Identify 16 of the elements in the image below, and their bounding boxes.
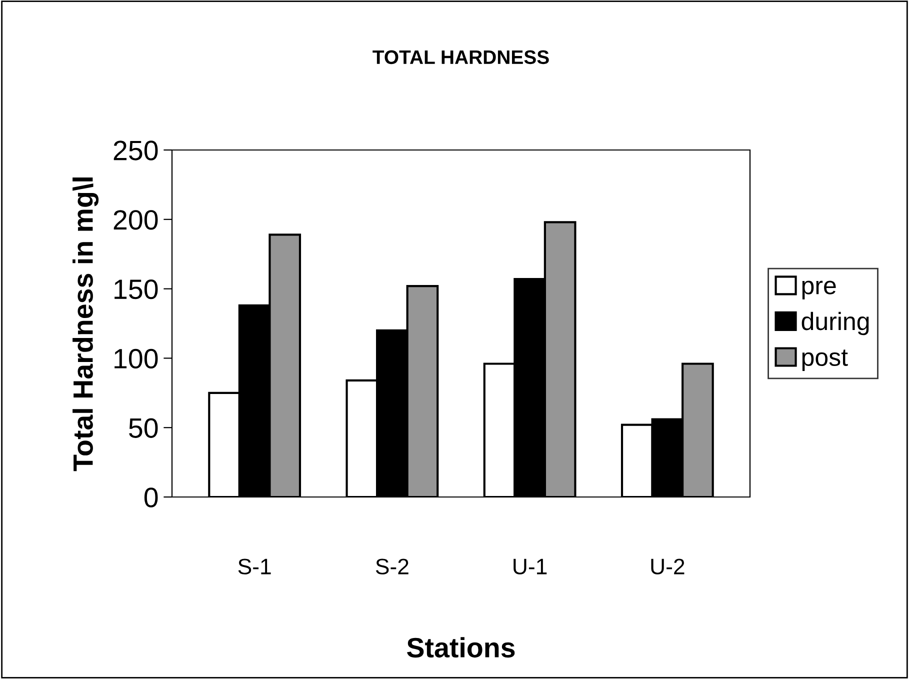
x-tick-label: U-1 [514, 558, 547, 574]
y-tick-label: 200 [114, 210, 158, 230]
y-tick-label: 100 [114, 348, 158, 369]
y-tick-label: 150 [114, 279, 158, 300]
x-tick-label: S-2 [376, 558, 408, 574]
legend-label: post [802, 350, 848, 371]
chart-title: TOTAL HARDNESS [372, 50, 549, 64]
y-tick-label: 0 [144, 488, 158, 508]
y-axis-title: Total Hardness in mg\l [72, 178, 99, 472]
legend-label: during [802, 312, 869, 336]
y-tick-label: 50 [129, 418, 158, 438]
x-tick-label: U-2 [651, 558, 684, 574]
legend-label: pre [802, 280, 836, 300]
y-tick-label: 250 [114, 140, 158, 160]
x-axis-title: Stations [407, 637, 515, 658]
x-tick-label: S-1 [238, 558, 271, 574]
